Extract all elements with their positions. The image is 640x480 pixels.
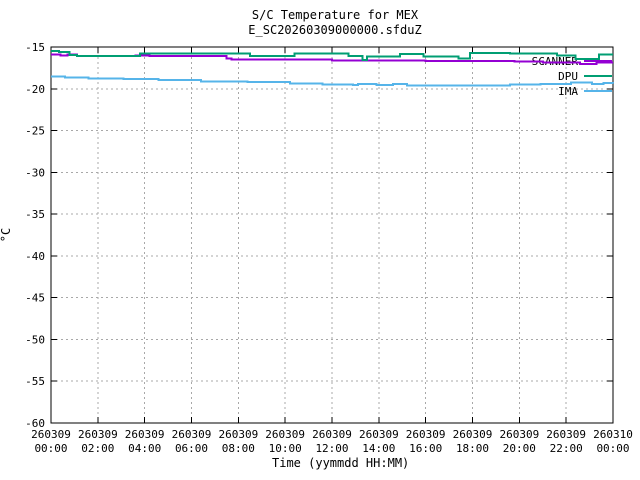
x-tick-label-date: 260309: [359, 428, 399, 441]
x-tick-label-time: 00:00: [34, 442, 67, 455]
y-tick-label: -15: [25, 41, 45, 54]
series-line-ima: [51, 75, 614, 87]
x-tick-label-time: 00:00: [596, 442, 629, 455]
y-tick-label: -45: [25, 292, 45, 305]
x-tick-label-date: 260309: [499, 428, 539, 441]
x-tick-label-date: 260309: [546, 428, 586, 441]
x-tick-label-date: 260309: [453, 428, 493, 441]
series-line-dpu: [51, 49, 613, 61]
x-tick-label-date: 260309: [312, 428, 352, 441]
x-tick-label-time: 04:00: [128, 442, 161, 455]
x-tick-label-time: 18:00: [456, 442, 489, 455]
chart-title: S/C Temperature for MEX: [251, 8, 419, 22]
x-axis-label: Time (yymmdd HH:MM): [272, 456, 410, 470]
x-tick-label-time: 16:00: [409, 442, 442, 455]
y-tick-label: -30: [25, 166, 45, 179]
x-tick-label-date: 260310: [593, 428, 633, 441]
x-tick-label-time: 06:00: [175, 442, 208, 455]
legend-label-ima: IMA: [558, 85, 578, 98]
x-tick-label-date: 260309: [406, 428, 446, 441]
x-tick-label-date: 260309: [31, 428, 71, 441]
y-tick-label: -25: [25, 125, 45, 138]
y-tick-label: -55: [25, 375, 45, 388]
y-tick-label: -50: [25, 333, 45, 346]
x-tick-label-date: 260309: [265, 428, 305, 441]
x-tick-label-date: 260309: [78, 428, 118, 441]
x-tick-label-date: 260309: [218, 428, 258, 441]
y-tick-label: -20: [25, 83, 45, 96]
x-tick-label-date: 260309: [172, 428, 212, 441]
y-tick-label: -35: [25, 208, 45, 221]
y-tick-label: -40: [25, 250, 45, 263]
x-tick-label-time: 20:00: [503, 442, 536, 455]
x-tick-label-time: 12:00: [315, 442, 348, 455]
x-tick-label-time: 08:00: [222, 442, 255, 455]
x-tick-label-time: 02:00: [81, 442, 114, 455]
legend-label-dpu: DPU: [558, 70, 578, 83]
chart-subtitle: E_SC20260309000000.sfduZ: [248, 23, 422, 37]
x-tick-label-time: 22:00: [550, 442, 583, 455]
x-tick-label-time: 10:00: [269, 442, 302, 455]
y-tick-label: -60: [25, 417, 45, 430]
x-tick-label-date: 260309: [125, 428, 165, 441]
x-tick-label-time: 14:00: [362, 442, 395, 455]
